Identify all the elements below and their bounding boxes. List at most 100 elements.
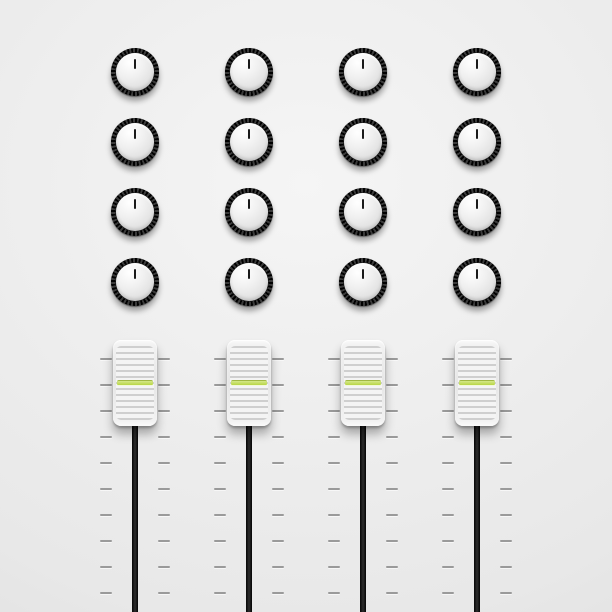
knob-cap <box>230 193 268 231</box>
knob-r0-c0[interactable] <box>111 48 159 96</box>
knob-cap <box>458 53 496 91</box>
fader-channel-4 <box>432 340 522 612</box>
knob-cap <box>458 263 496 301</box>
fader-tick <box>272 358 284 360</box>
knob-indicator <box>476 59 478 69</box>
fader-tick <box>328 566 340 568</box>
knob-r0-c2[interactable] <box>339 48 387 96</box>
fader-tick <box>272 410 284 412</box>
knob-indicator <box>134 129 136 139</box>
knob-indicator <box>134 59 136 69</box>
fader-tick <box>272 436 284 438</box>
fader-tick <box>100 540 112 542</box>
fader-tick <box>386 410 398 412</box>
knob-r1-c3[interactable] <box>453 118 501 166</box>
fader-tick <box>500 514 512 516</box>
knob-r1-c1[interactable] <box>225 118 273 166</box>
fader-tick <box>214 488 226 490</box>
fader-tick <box>386 540 398 542</box>
fader-cap[interactable] <box>455 340 499 426</box>
fader-tick <box>500 462 512 464</box>
knob-r1-c2[interactable] <box>339 118 387 166</box>
knob-cap <box>344 193 382 231</box>
knob-r0-c3[interactable] <box>453 48 501 96</box>
fader-tick <box>158 540 170 542</box>
knob-cap <box>344 53 382 91</box>
fader-tick <box>214 514 226 516</box>
knob-r3-c0[interactable] <box>111 258 159 306</box>
fader-cap[interactable] <box>227 340 271 426</box>
fader-tick <box>442 488 454 490</box>
fader-tick <box>214 462 226 464</box>
fader-cap[interactable] <box>113 340 157 426</box>
knob-r2-c2[interactable] <box>339 188 387 236</box>
fader-tick <box>442 358 454 360</box>
knob-cap <box>458 123 496 161</box>
fader-tick <box>442 592 454 594</box>
knob-r2-c1[interactable] <box>225 188 273 236</box>
knob-indicator <box>134 199 136 209</box>
knob-indicator <box>362 269 364 279</box>
knob-cap <box>116 193 154 231</box>
knob-r2-c0[interactable] <box>111 188 159 236</box>
fader-tick <box>500 384 512 386</box>
fader-tick <box>442 514 454 516</box>
fader-tick <box>214 540 226 542</box>
knob-indicator <box>362 59 364 69</box>
fader-tick <box>500 566 512 568</box>
fader-tick <box>214 410 226 412</box>
fader-cap[interactable] <box>341 340 385 426</box>
fader-tick <box>100 436 112 438</box>
knob-cap <box>116 263 154 301</box>
fader-tick <box>272 488 284 490</box>
fader-tick <box>158 410 170 412</box>
fader-tick <box>442 384 454 386</box>
knob-cap <box>230 53 268 91</box>
fader-tick <box>386 592 398 594</box>
fader-tick <box>386 436 398 438</box>
knob-indicator <box>248 59 250 69</box>
knob-r3-c1[interactable] <box>225 258 273 306</box>
knob-indicator <box>476 269 478 279</box>
knob-indicator <box>248 269 250 279</box>
knob-r3-c2[interactable] <box>339 258 387 306</box>
knob-indicator <box>248 199 250 209</box>
fader-tick <box>500 436 512 438</box>
fader-tick <box>386 384 398 386</box>
fader-tick <box>214 592 226 594</box>
fader-tick <box>214 566 226 568</box>
knob-cap <box>116 53 154 91</box>
knob-cap <box>344 123 382 161</box>
knob-r2-c3[interactable] <box>453 188 501 236</box>
fader-tick <box>214 436 226 438</box>
fader-tick <box>272 540 284 542</box>
fader-tick <box>158 488 170 490</box>
fader-tick <box>442 566 454 568</box>
fader-tick <box>272 566 284 568</box>
fader-tick <box>158 358 170 360</box>
fader-tick <box>158 514 170 516</box>
fader-tick <box>328 488 340 490</box>
knob-cap <box>116 123 154 161</box>
knob-indicator <box>476 199 478 209</box>
knob-indicator <box>362 199 364 209</box>
fader-channel-2 <box>204 340 294 612</box>
fader-tick <box>272 462 284 464</box>
knob-cap <box>344 263 382 301</box>
knob-r3-c3[interactable] <box>453 258 501 306</box>
fader-tick <box>158 436 170 438</box>
fader-tick <box>158 592 170 594</box>
fader-tick <box>386 358 398 360</box>
fader-channel-1 <box>90 340 180 612</box>
knob-r1-c0[interactable] <box>111 118 159 166</box>
knob-cap <box>230 263 268 301</box>
fader-tick <box>442 462 454 464</box>
fader-tick <box>442 410 454 412</box>
fader-tick <box>500 488 512 490</box>
knob-indicator <box>362 129 364 139</box>
fader-tick <box>328 384 340 386</box>
knob-r0-c1[interactable] <box>225 48 273 96</box>
knob-indicator <box>134 269 136 279</box>
knob-cap <box>458 193 496 231</box>
fader-tick <box>386 514 398 516</box>
